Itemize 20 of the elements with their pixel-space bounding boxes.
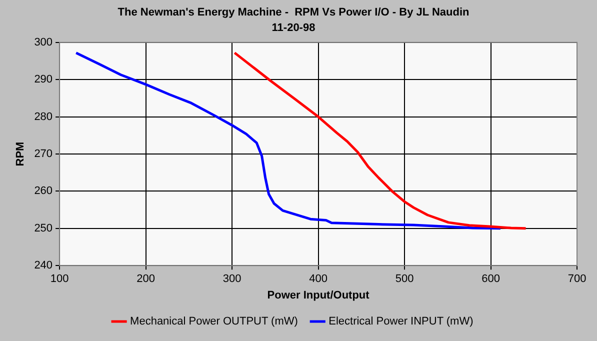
y-axis-title: RPM [14,142,27,166]
legend-label: Electrical Power INPUT (mW) [328,316,474,328]
x-tick-label: 300 [222,273,242,286]
y-tick-label: 300 [34,36,53,48]
x-tick-label: 400 [309,273,328,286]
chart-subtitle: 11-20-98 [272,22,316,34]
x-tick-label: 700 [568,273,586,286]
x-tick-label: 200 [136,273,155,286]
y-tick-label: 240 [34,260,53,272]
y-tick-label: 250 [34,222,53,234]
y-tick-label: 280 [34,110,53,123]
x-tick-label: 600 [482,273,500,286]
x-tick-label: 100 [50,273,69,286]
x-tick-label: 500 [395,273,414,286]
chart-title: The Newman's Energy Machine - RPM Vs Power I/O - By JL Naudin [118,6,470,19]
y-tick-label: 270 [34,148,53,160]
y-tick-label: 260 [34,185,53,198]
y-tick-label: 290 [34,74,53,86]
legend-label: Mechanical Power OUTPUT (mW) [130,316,298,328]
x-axis-title: Power Input/Output [267,289,370,302]
